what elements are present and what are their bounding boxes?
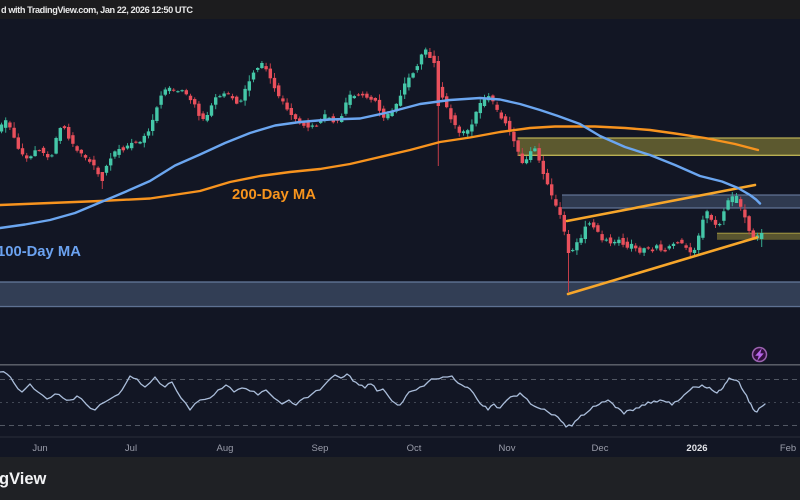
svg-text:Aug: Aug (217, 443, 234, 454)
svg-text:Oct: Oct (407, 443, 422, 454)
svg-text:100-Day MA: 100-Day MA (0, 244, 81, 260)
svg-text:200-Day MA: 200-Day MA (232, 187, 316, 203)
svg-text:Jun: Jun (32, 443, 47, 454)
svg-text:Dec: Dec (592, 443, 609, 454)
svg-text:Jul: Jul (125, 443, 137, 454)
svg-text:2026: 2026 (686, 443, 707, 454)
svg-text:Feb: Feb (780, 443, 796, 454)
svg-text:d with TradingView.com, Jan 22: d with TradingView.com, Jan 22, 2026 12:… (1, 5, 193, 15)
svg-text:gView: gView (0, 470, 47, 488)
svg-text:Nov: Nov (499, 443, 516, 454)
svg-text:Sep: Sep (312, 443, 329, 454)
